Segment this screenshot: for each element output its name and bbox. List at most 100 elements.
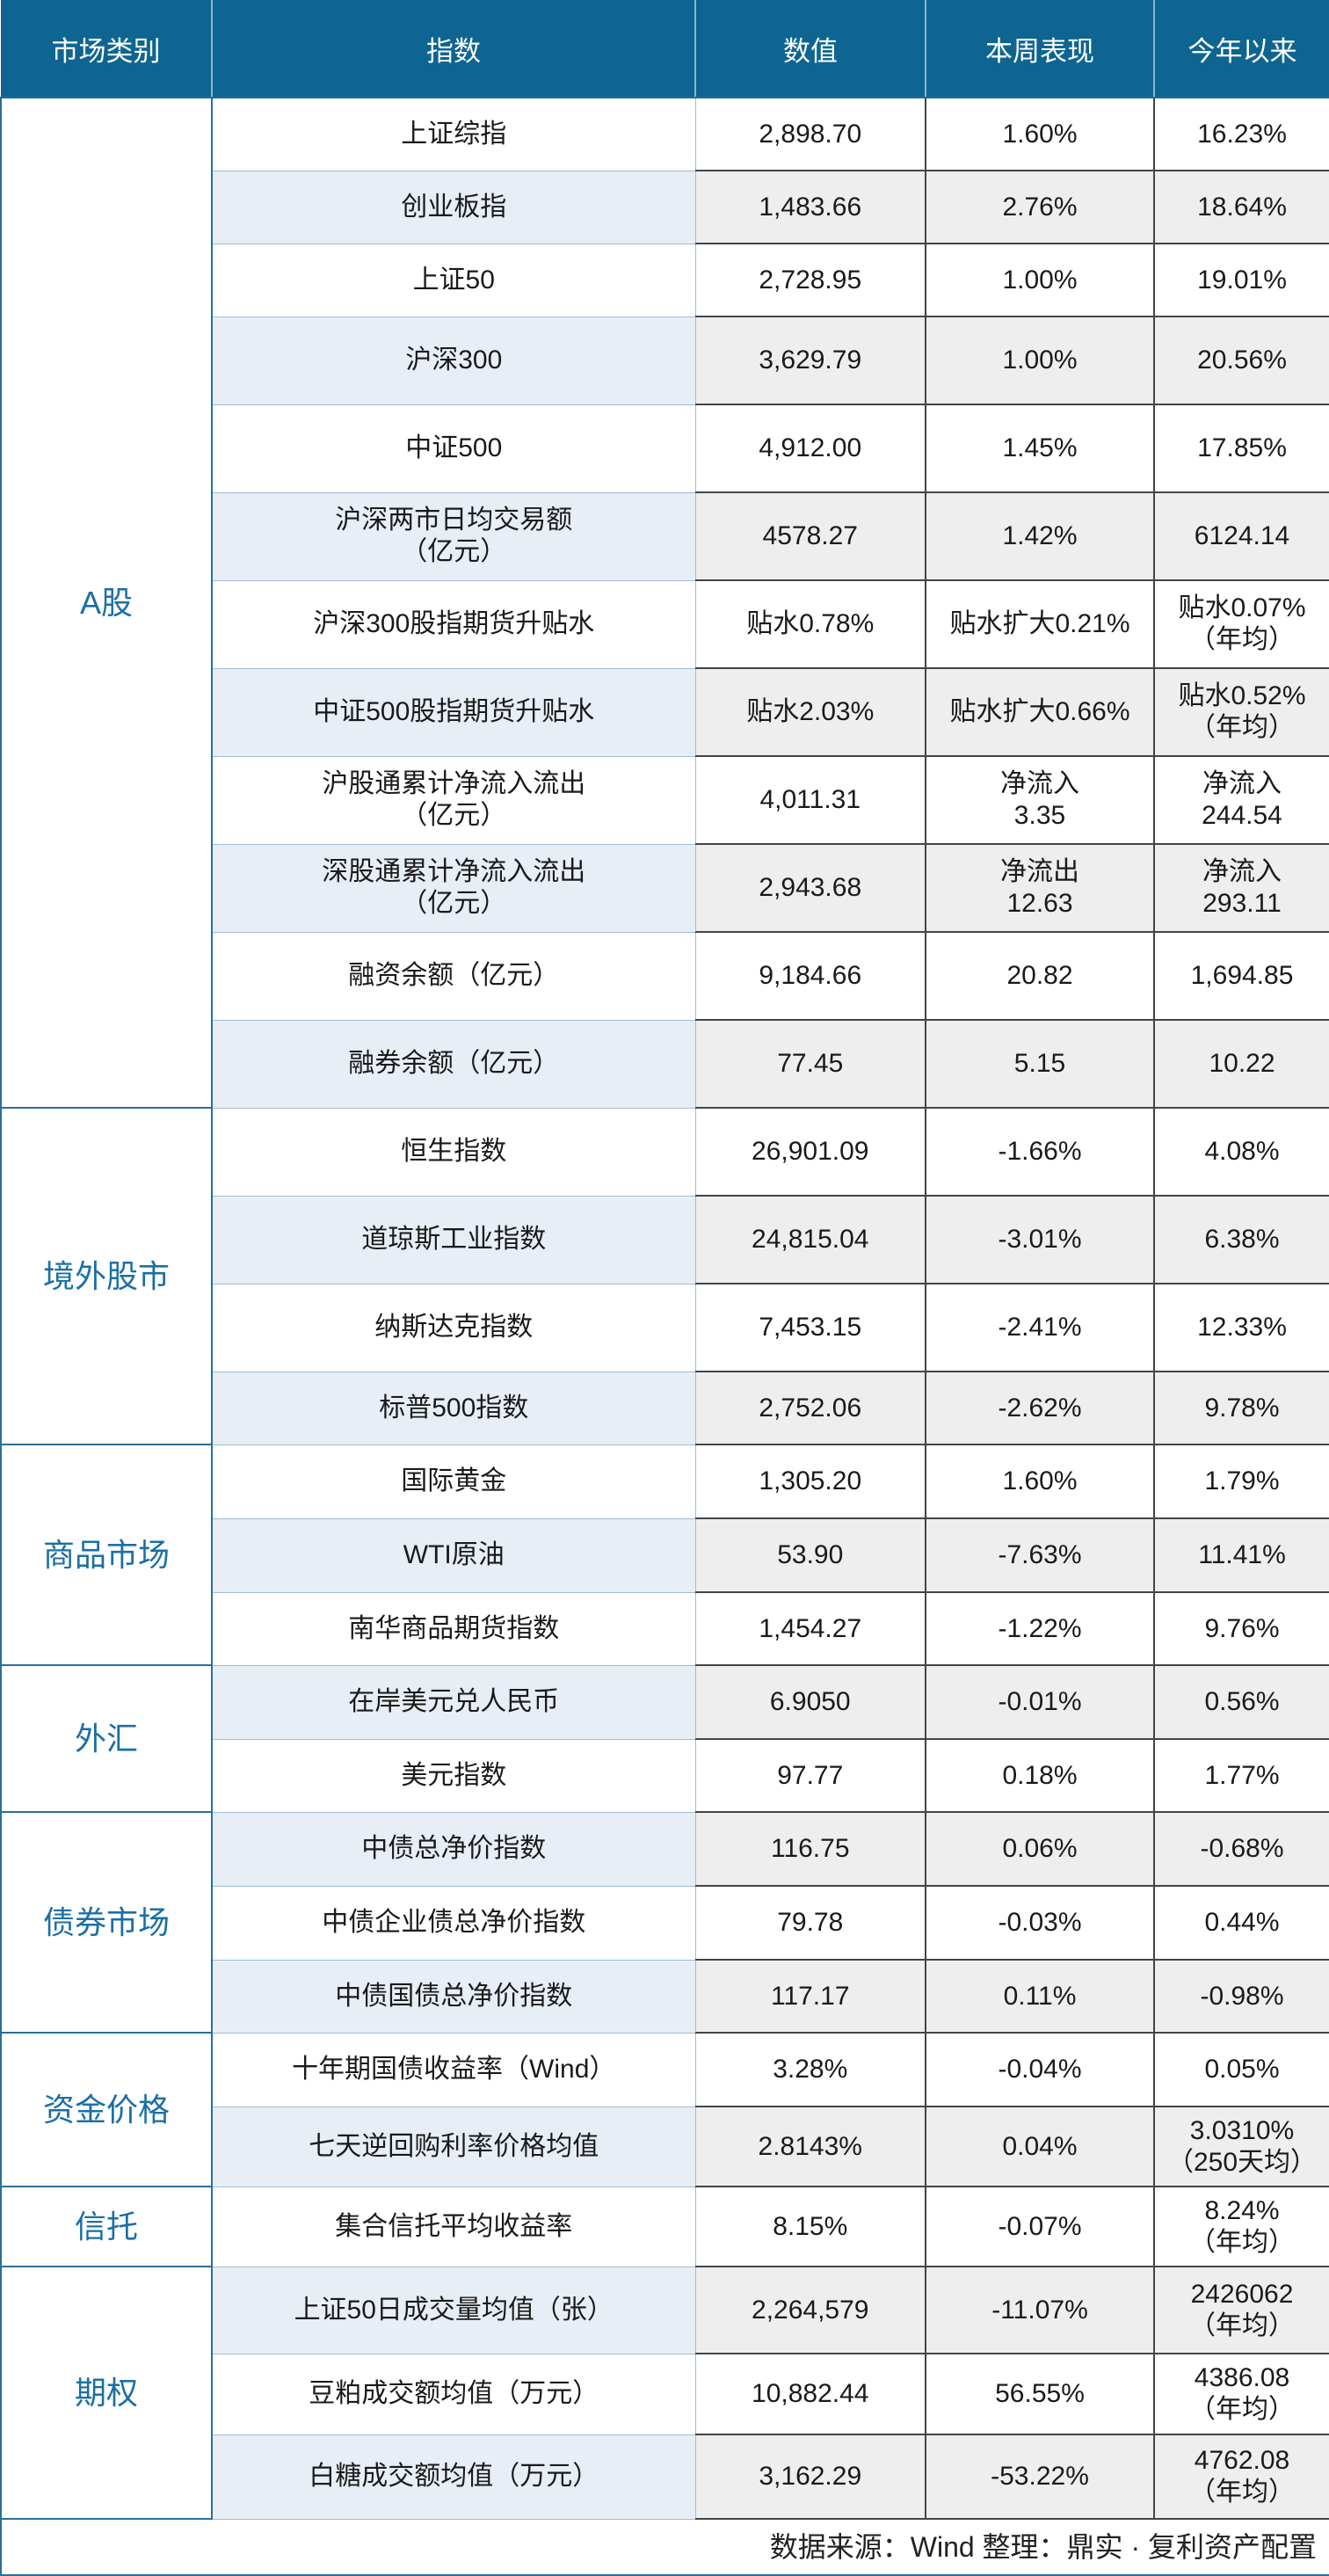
table-row: 创业板指 1,483.66 2.76% 18.64% (1, 171, 1329, 244)
week-change-cell: -53.22% (926, 2434, 1155, 2520)
ytd-change-cell: 16.23% (1154, 98, 1329, 171)
index-name-cell: 中债国债总净价指数 (212, 1960, 696, 2034)
ytd-change-cell: 4762.08 （年均） (1154, 2434, 1329, 2520)
index-name-cell: 白糖成交额均值（万元） (212, 2434, 696, 2520)
table-row: 七天逆回购利率价格均值 2.8143% 0.04% 3.0310% （250天均） (1, 2107, 1329, 2187)
week-change-cell: -0.01% (926, 1665, 1155, 1740)
index-name-cell: 豆粕成交额均值（万元） (212, 2354, 696, 2435)
ytd-change-cell: 4.08% (1154, 1108, 1329, 1197)
value-cell: 3.28% (695, 2033, 926, 2107)
ytd-change-cell: 4386.08 （年均） (1154, 2354, 1329, 2435)
value-cell: 2,752.06 (695, 1372, 926, 1445)
table-row: 深股通累计净流入流出 （亿元） 2,943.68 净流出 12.63 净流入 293.… (1, 844, 1329, 933)
ytd-change-cell: 8.24% （年均） (1154, 2187, 1329, 2267)
ytd-change-cell: 贴水0.07% （年均） (1154, 580, 1329, 669)
category-cell: 商品市场 (0, 1444, 213, 1666)
table-row: 期权 上证50日成交量均值（张） 2,264,579 -11.07% 2426062 （… (0, 2267, 1329, 2520)
table-row: 白糖成交额均值（万元） 3,162.29 -53.22% 4762.08 （年均） (1, 2434, 1329, 2520)
table-row: 外汇 在岸美元兑人民币 6.9050 -0.01% 0.56% (0, 1665, 1329, 1813)
ytd-change-cell: 18.64% (1154, 171, 1329, 244)
ytd-change-cell: 6124.14 (1154, 492, 1329, 581)
week-change-cell: 1.60% (926, 98, 1155, 171)
week-change-cell: -3.01% (926, 1196, 1155, 1284)
table-row: 信托 集合信托平均收益率 8.15% -0.07% 8.24% （年均） (0, 2187, 1329, 2267)
week-change-cell: 5.15 (926, 1020, 1155, 1109)
ytd-change-cell: 净流入 293.11 (1154, 844, 1329, 933)
ytd-change-cell: 10.22 (1154, 1020, 1329, 1109)
value-cell: 2,728.95 (695, 244, 926, 317)
value-cell: 贴水0.78% (695, 580, 926, 669)
table-row: 中债企业债总净价指数 79.78 -0.03% 0.44% (1, 1886, 1329, 1961)
index-name-cell: 标普500指数 (212, 1372, 696, 1445)
table-row: 融资余额（亿元） 9,184.66 20.82 1,694.85 (1, 932, 1329, 1021)
week-change-cell: 1.45% (926, 404, 1155, 493)
value-cell: 1,454.27 (695, 1592, 926, 1666)
ytd-change-cell: 2426062 （年均） (1154, 2267, 1329, 2354)
value-cell: 贴水2.03% (695, 668, 926, 757)
index-name-cell: 创业板指 (212, 171, 696, 244)
index-name-cell: 南华商品期货指数 (212, 1592, 696, 1666)
index-name-cell: 上证综指 (212, 98, 696, 171)
value-cell: 3,162.29 (695, 2434, 926, 2520)
header-value: 数值 (695, 0, 926, 98)
week-change-cell: 56.55% (926, 2354, 1155, 2435)
table-row: 债券市场 中债总净价指数 116.75 0.06% -0.68% (0, 1812, 1329, 2034)
ytd-change-cell: 1,694.85 (1154, 932, 1329, 1021)
value-cell: 24,815.04 (695, 1196, 926, 1284)
index-name-cell: 融券余额（亿元） (212, 1020, 696, 1109)
value-cell: 4,912.00 (695, 404, 926, 493)
week-change-cell: 贴水扩大0.21% (926, 580, 1155, 669)
category-cell: 境外股市 (0, 1108, 213, 1445)
table-row: 中债国债总净价指数 117.17 0.11% -0.98% (1, 1960, 1329, 2034)
table-row: 沪深300股指期货升贴水 贴水0.78% 贴水扩大0.21% 贴水0.07% （年均） (1, 580, 1329, 669)
index-name-cell: 国际黄金 (212, 1444, 696, 1519)
header-index: 指数 (212, 0, 696, 98)
index-name-cell: 在岸美元兑人民币 (212, 1665, 696, 1740)
index-name-cell: 沪深300 (212, 317, 696, 405)
week-change-cell: 20.82 (926, 932, 1155, 1021)
ytd-change-cell: -0.98% (1154, 1960, 1329, 2034)
value-cell: 4,011.31 (695, 756, 926, 845)
table-row: 南华商品期货指数 1,454.27 -1.22% 9.76% (1, 1592, 1329, 1666)
value-cell: 26,901.09 (695, 1108, 926, 1197)
index-name-cell: 上证50 (212, 244, 696, 317)
value-cell: 4578.27 (695, 492, 926, 581)
index-name-cell: 中证500 (212, 404, 696, 493)
value-cell: 1,483.66 (695, 171, 926, 244)
table-row: 豆粕成交额均值（万元） 10,882.44 56.55% 4386.08 （年均） (1, 2354, 1329, 2435)
ytd-change-cell: 9.76% (1154, 1592, 1329, 1666)
week-change-cell: 1.60% (926, 1444, 1155, 1519)
index-name-cell: 美元指数 (212, 1739, 696, 1813)
ytd-change-cell: 12.33% (1154, 1284, 1329, 1372)
category-cell: A股 (0, 98, 213, 1109)
index-name-cell: 融资余额（亿元） (212, 932, 696, 1021)
week-change-cell: 净流入 3.35 (926, 756, 1155, 845)
week-change-cell: -11.07% (926, 2267, 1155, 2354)
ytd-change-cell: 0.44% (1154, 1886, 1329, 1961)
value-cell: 116.75 (695, 1812, 926, 1887)
week-change-cell: -1.22% (926, 1592, 1155, 1666)
value-cell: 10,882.44 (695, 2354, 926, 2435)
ytd-change-cell: 20.56% (1154, 317, 1329, 405)
category-cell: 外汇 (0, 1665, 213, 1813)
table-row: WTI原油 53.90 -7.63% 11.41% (1, 1518, 1329, 1593)
ytd-change-cell: 3.0310% （250天均） (1154, 2107, 1329, 2187)
value-cell: 7,453.15 (695, 1284, 926, 1372)
week-change-cell: -1.66% (926, 1108, 1155, 1197)
table-row: 沪深300 3,629.79 1.00% 20.56% (1, 317, 1329, 405)
value-cell: 53.90 (695, 1518, 926, 1593)
value-cell: 2,898.70 (695, 98, 926, 171)
table-row: 商品市场 国际黄金 1,305.20 1.60% 1.79% (0, 1444, 1329, 1666)
value-cell: 2,943.68 (695, 844, 926, 933)
table-body: A股 上证综指 2,898.70 1.60% 16.23% 创业板指 1,483.66 2.7… (0, 98, 1329, 2520)
value-cell: 97.77 (695, 1739, 926, 1813)
index-name-cell: 沪深两市日均交易额 （亿元） (212, 492, 696, 581)
value-cell: 2.8143% (695, 2107, 926, 2187)
category-cell: 债券市场 (0, 1812, 213, 2034)
index-name-cell: 集合信托平均收益率 (212, 2187, 696, 2267)
value-cell: 79.78 (695, 1886, 926, 1961)
index-name-cell: 中证500股指期货升贴水 (212, 668, 696, 757)
ytd-change-cell: 9.78% (1154, 1372, 1329, 1445)
week-change-cell: -0.04% (926, 2033, 1155, 2107)
table-row: 中证500股指期货升贴水 贴水2.03% 贴水扩大0.66% 贴水0.52% （年均） (1, 668, 1329, 757)
